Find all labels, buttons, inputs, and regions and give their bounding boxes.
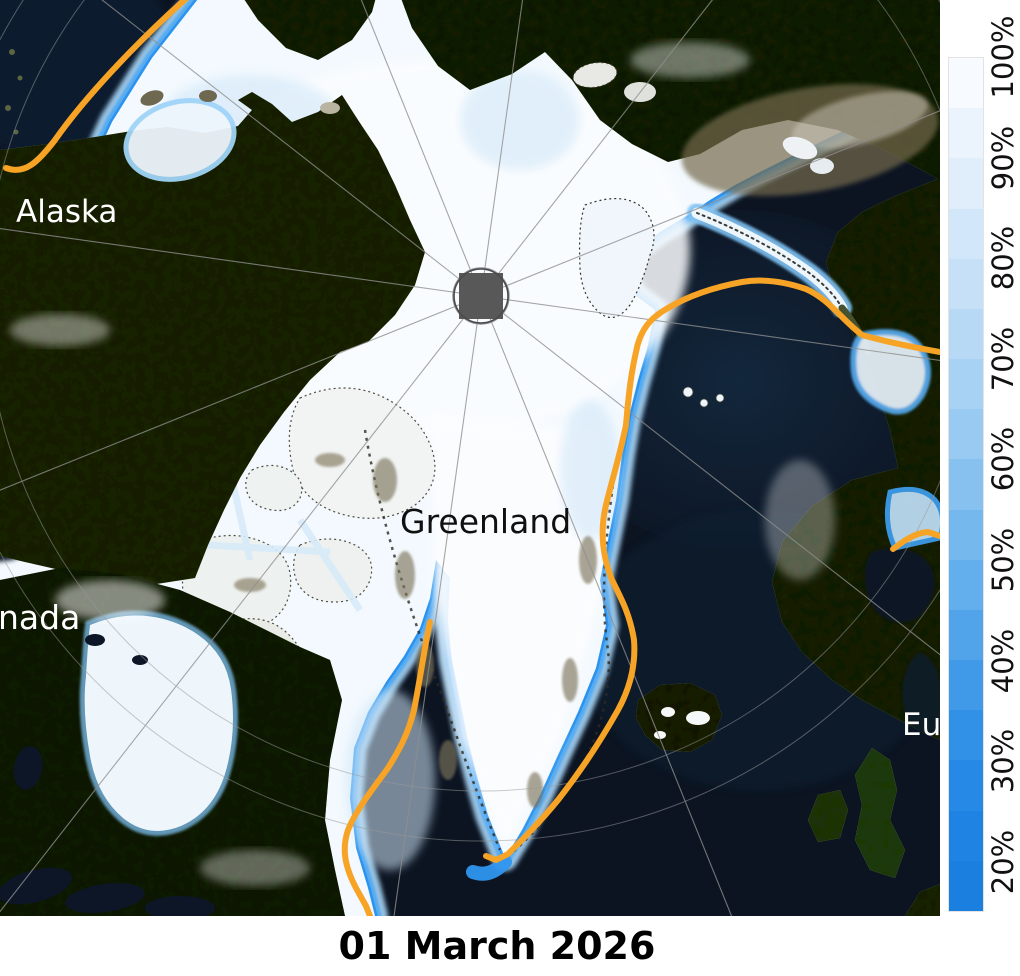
small-islands (5, 49, 834, 174)
colorbar-cell (949, 58, 983, 109)
colorbar-tick-label: 30% (986, 728, 1020, 794)
contour-bering (3, 0, 189, 173)
colorbar-cell (949, 660, 983, 711)
pole-marker (453, 268, 509, 324)
arctic-map-svg (0, 0, 940, 916)
severnaya-zemlya-2 (810, 158, 834, 174)
ice-interior-shading (160, 70, 620, 870)
st-lawrence-island (140, 90, 164, 106)
new-siberian-islands (572, 62, 618, 88)
colorbar-tick-label: 80% (986, 225, 1020, 291)
ice-shade-egreenland (560, 400, 620, 540)
colorbar-cell (949, 760, 983, 811)
colorbar-cell (949, 860, 983, 911)
colorbar-scale (948, 57, 984, 912)
contour-kanin (890, 529, 940, 552)
colorbar-tick-label: 100% (986, 15, 1020, 99)
colorbar-tick-label: 50% (986, 527, 1020, 593)
island-ellesmere (288, 387, 436, 519)
colorbar-tick-label: 60% (986, 427, 1020, 492)
contour-davis-labrador (341, 619, 433, 916)
colorbar-tick-label: 20% (986, 829, 1020, 894)
hudson-bay-ice (79, 610, 238, 836)
colorbar-cell (949, 559, 983, 610)
kotzebue-ice (123, 98, 237, 182)
colorbar-cell (949, 710, 983, 761)
colorbar-tick-label: 40% (986, 628, 1020, 693)
greenland-ice-sheet (430, 420, 600, 850)
wrangel-island (320, 102, 340, 114)
land-chukotka (244, 0, 376, 60)
white-sea (864, 548, 935, 623)
ice-edge-contour (3, 0, 940, 916)
land-britain (855, 748, 905, 878)
contour-barents-egreenland (483, 277, 940, 863)
colorbar-cell (949, 409, 983, 460)
arctic-map: Alaska Greenland nada Eu (0, 0, 940, 916)
siberia-snow-patches (791, 91, 929, 149)
severnaya-zemlya (782, 136, 818, 160)
colorbar-cell (949, 459, 983, 510)
pechora-ice (850, 329, 931, 415)
colorbar-cell (949, 359, 983, 410)
land-alaska-mainland (0, 92, 425, 585)
caption-date: 01 March 2026 (338, 924, 656, 968)
colorbar-cell (949, 258, 983, 309)
kanin-ice (884, 486, 940, 551)
diomede-islands (199, 90, 217, 102)
greenland-coast-rock (373, 458, 597, 808)
colorbar-cell (949, 509, 983, 560)
colorbar-cell (949, 609, 983, 661)
hudson-ice-fill (84, 615, 234, 831)
latitude-circle-85n (452, 267, 510, 325)
pole-square-icon (459, 273, 503, 319)
canada-lakes (0, 634, 215, 916)
colorbar-cell (949, 810, 983, 861)
latitude-circle-66n (0, 0, 940, 842)
franz-josef-land (682, 386, 725, 408)
baltic-sea (902, 652, 940, 734)
island-somerset (245, 464, 303, 512)
land-ireland (808, 790, 848, 842)
colorbar-cell (949, 208, 983, 259)
latitude-circle-70n (0, 0, 940, 792)
svalbard (578, 197, 655, 319)
novaya-zemlya-coast (696, 212, 843, 309)
ice-shade-davis (345, 690, 435, 870)
pole-circle-icon (453, 268, 509, 324)
cape-farewell-ice-wedge (466, 855, 512, 881)
colorbar-cell (949, 308, 983, 360)
colorbar-cell (949, 108, 983, 159)
colorbar-tick-label: 70% (986, 326, 1020, 391)
graticule (0, 0, 940, 916)
land-europe-corner (905, 884, 940, 916)
aleutian-islands (5, 49, 23, 135)
colorbar-cell (949, 158, 983, 209)
land-siberia (401, 0, 940, 180)
ice-shade-laptev (460, 70, 580, 170)
iceland-glaciers (654, 707, 710, 739)
colorbar-tick-label: 90% (986, 125, 1020, 190)
